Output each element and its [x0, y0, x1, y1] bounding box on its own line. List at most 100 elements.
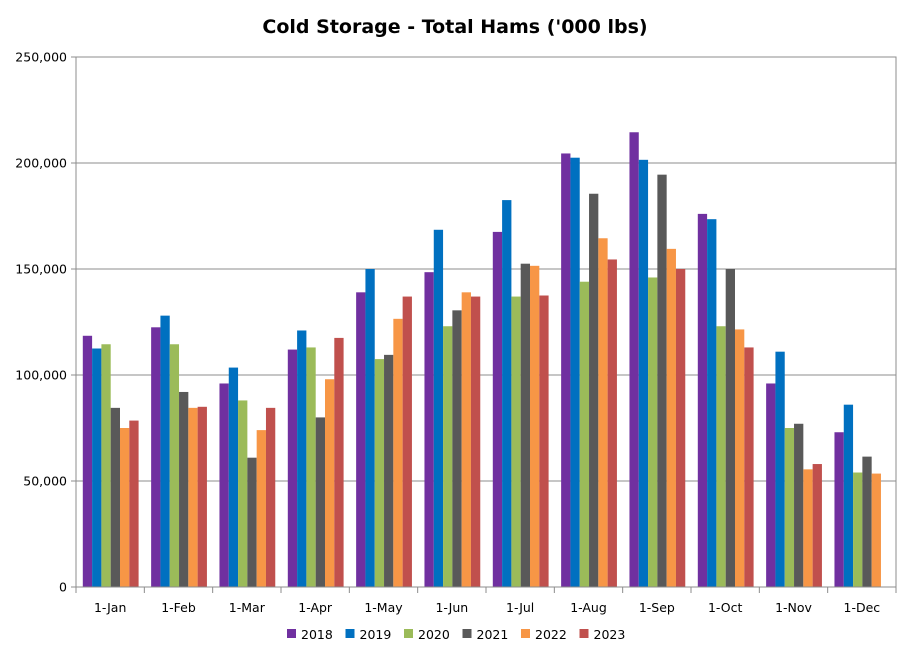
- bar-2018-1-Feb: [151, 327, 161, 587]
- bar-2023-1-Feb: [197, 406, 207, 587]
- bar-2023-1-Sep: [675, 269, 686, 587]
- y-tick-label: 50,000: [23, 474, 67, 489]
- y-axis-ticks: 0 50,000 100,000 150,000 200,000 250,000: [15, 50, 67, 595]
- bar-2020-1-Jul: [511, 296, 521, 587]
- x-tick-label: 1-Dec: [844, 600, 881, 615]
- bar-2019-1-May: [365, 269, 375, 587]
- y-tick-label: 200,000: [15, 156, 67, 171]
- legend-swatch-2023: [579, 629, 589, 638]
- y-tick-label: 250,000: [15, 50, 67, 65]
- bar-2022-1-Aug: [598, 238, 608, 587]
- x-tick-label: 1-Aug: [570, 600, 607, 615]
- bar-2020-1-Apr: [306, 347, 316, 587]
- bar-2019-1-Sep: [638, 159, 649, 587]
- legend-label-2022: 2022: [535, 627, 567, 642]
- bar-2019-1-Mar: [228, 367, 239, 587]
- bar-2019-1-Jan: [92, 348, 102, 587]
- bar-2020-1-Mar: [238, 400, 248, 587]
- bar-2020-1-Aug: [579, 281, 590, 587]
- legend: 2018 2019 2020 2021 2022 2023: [287, 627, 625, 642]
- bar-2023-1-Jun: [470, 296, 481, 587]
- legend-swatch-2022: [521, 629, 530, 638]
- bar-2023-1-Aug: [607, 259, 617, 587]
- bar-2021-1-Jun: [452, 310, 462, 587]
- bar-2018-1-Apr: [287, 349, 298, 587]
- bar-2020-1-May: [374, 359, 385, 587]
- chart-title: Cold Storage - Total Hams ('000 lbs): [262, 16, 647, 38]
- bar-2018-1-Aug: [561, 153, 571, 587]
- bar-2018-1-Oct: [697, 213, 708, 587]
- bar-2018-1-Sep: [629, 132, 639, 587]
- bar-2022-1-Nov: [803, 469, 813, 587]
- bar-2023-1-May: [402, 296, 412, 587]
- legend-label-2023: 2023: [594, 627, 626, 642]
- bar-2020-1-Nov: [784, 428, 795, 587]
- legend-swatch-2021: [462, 629, 472, 638]
- bar-2023-1-Jul: [539, 295, 549, 587]
- bar-2019-1-Apr: [297, 330, 307, 587]
- x-tick-label: 1-Nov: [775, 600, 812, 615]
- x-tick-label: 1-Mar: [229, 600, 266, 615]
- bar-2018-1-Mar: [219, 383, 229, 587]
- bar-2022-1-Apr: [325, 379, 335, 587]
- bar-2021-1-Dec: [862, 456, 872, 587]
- bar-2021-1-Aug: [589, 193, 599, 588]
- bar-2018-1-Dec: [834, 432, 844, 587]
- bar-2021-1-Feb: [179, 391, 189, 587]
- bar-2022-1-Jun: [461, 292, 471, 587]
- bar-2022-1-Dec: [871, 473, 881, 587]
- bar-2019-1-Oct: [707, 219, 717, 587]
- bar-2022-1-Jan: [120, 428, 130, 587]
- bar-2020-1-Feb: [169, 344, 180, 587]
- bar-2019-1-Feb: [160, 315, 170, 587]
- bar-2018-1-Jan: [82, 335, 93, 587]
- legend-swatch-2018: [287, 629, 296, 638]
- bar-2019-1-Dec: [843, 404, 854, 587]
- x-axis-ticks: 1-Jan 1-Feb 1-Mar 1-Apr 1-May 1-Jun 1-Jul 1-Aug…: [94, 600, 880, 615]
- axes: [71, 56, 897, 593]
- bar-2021-1-Jan: [110, 407, 120, 587]
- bar-2020-1-Jun: [443, 326, 453, 587]
- x-tick-label: 1-Feb: [161, 600, 196, 615]
- bar-2020-1-Dec: [853, 472, 863, 587]
- bar-2022-1-Jul: [530, 265, 540, 587]
- x-tick-label: 1-Oct: [708, 600, 743, 615]
- bar-2023-1-Apr: [334, 337, 344, 587]
- bar-2020-1-Jan: [101, 344, 111, 587]
- bar-2018-1-Jun: [424, 272, 434, 587]
- x-tick-label: 1-Sep: [639, 600, 675, 615]
- bar-2019-1-Aug: [570, 157, 580, 587]
- bar-2021-1-Jul: [520, 263, 530, 587]
- bars: [82, 132, 881, 588]
- bar-2023-1-Jan: [129, 420, 139, 587]
- bar-2021-1-May: [384, 354, 394, 587]
- x-tick-label: 1-Apr: [298, 600, 333, 615]
- bar-2022-1-Sep: [666, 248, 676, 588]
- bar-2019-1-Jun: [433, 229, 444, 587]
- bar-2020-1-Sep: [648, 277, 658, 587]
- bar-2021-1-Mar: [247, 457, 257, 587]
- bar-2018-1-Nov: [766, 383, 776, 587]
- x-tick-label: 1-Jun: [435, 600, 468, 615]
- bar-2022-1-Feb: [188, 407, 198, 587]
- bar-2023-1-Oct: [744, 347, 754, 587]
- y-tick-label: 0: [59, 580, 67, 595]
- bar-2021-1-Sep: [657, 174, 667, 587]
- x-tick-label: 1-May: [364, 600, 403, 615]
- x-tick-label: 1-Jul: [506, 600, 534, 615]
- bar-2023-1-Mar: [265, 407, 276, 587]
- bar-2021-1-Apr: [315, 417, 325, 587]
- legend-label-2018: 2018: [301, 627, 333, 642]
- legend-swatch-2019: [345, 629, 355, 638]
- y-tick-label: 100,000: [15, 368, 67, 383]
- legend-label-2020: 2020: [418, 627, 450, 642]
- bar-2018-1-Jul: [492, 231, 503, 587]
- bar-2022-1-Mar: [256, 430, 266, 587]
- legend-label-2021: 2021: [477, 627, 509, 642]
- bar-2020-1-Oct: [716, 326, 726, 587]
- y-tick-label: 150,000: [15, 262, 67, 277]
- bar-2021-1-Nov: [794, 423, 804, 587]
- bar-2019-1-Jul: [502, 200, 512, 587]
